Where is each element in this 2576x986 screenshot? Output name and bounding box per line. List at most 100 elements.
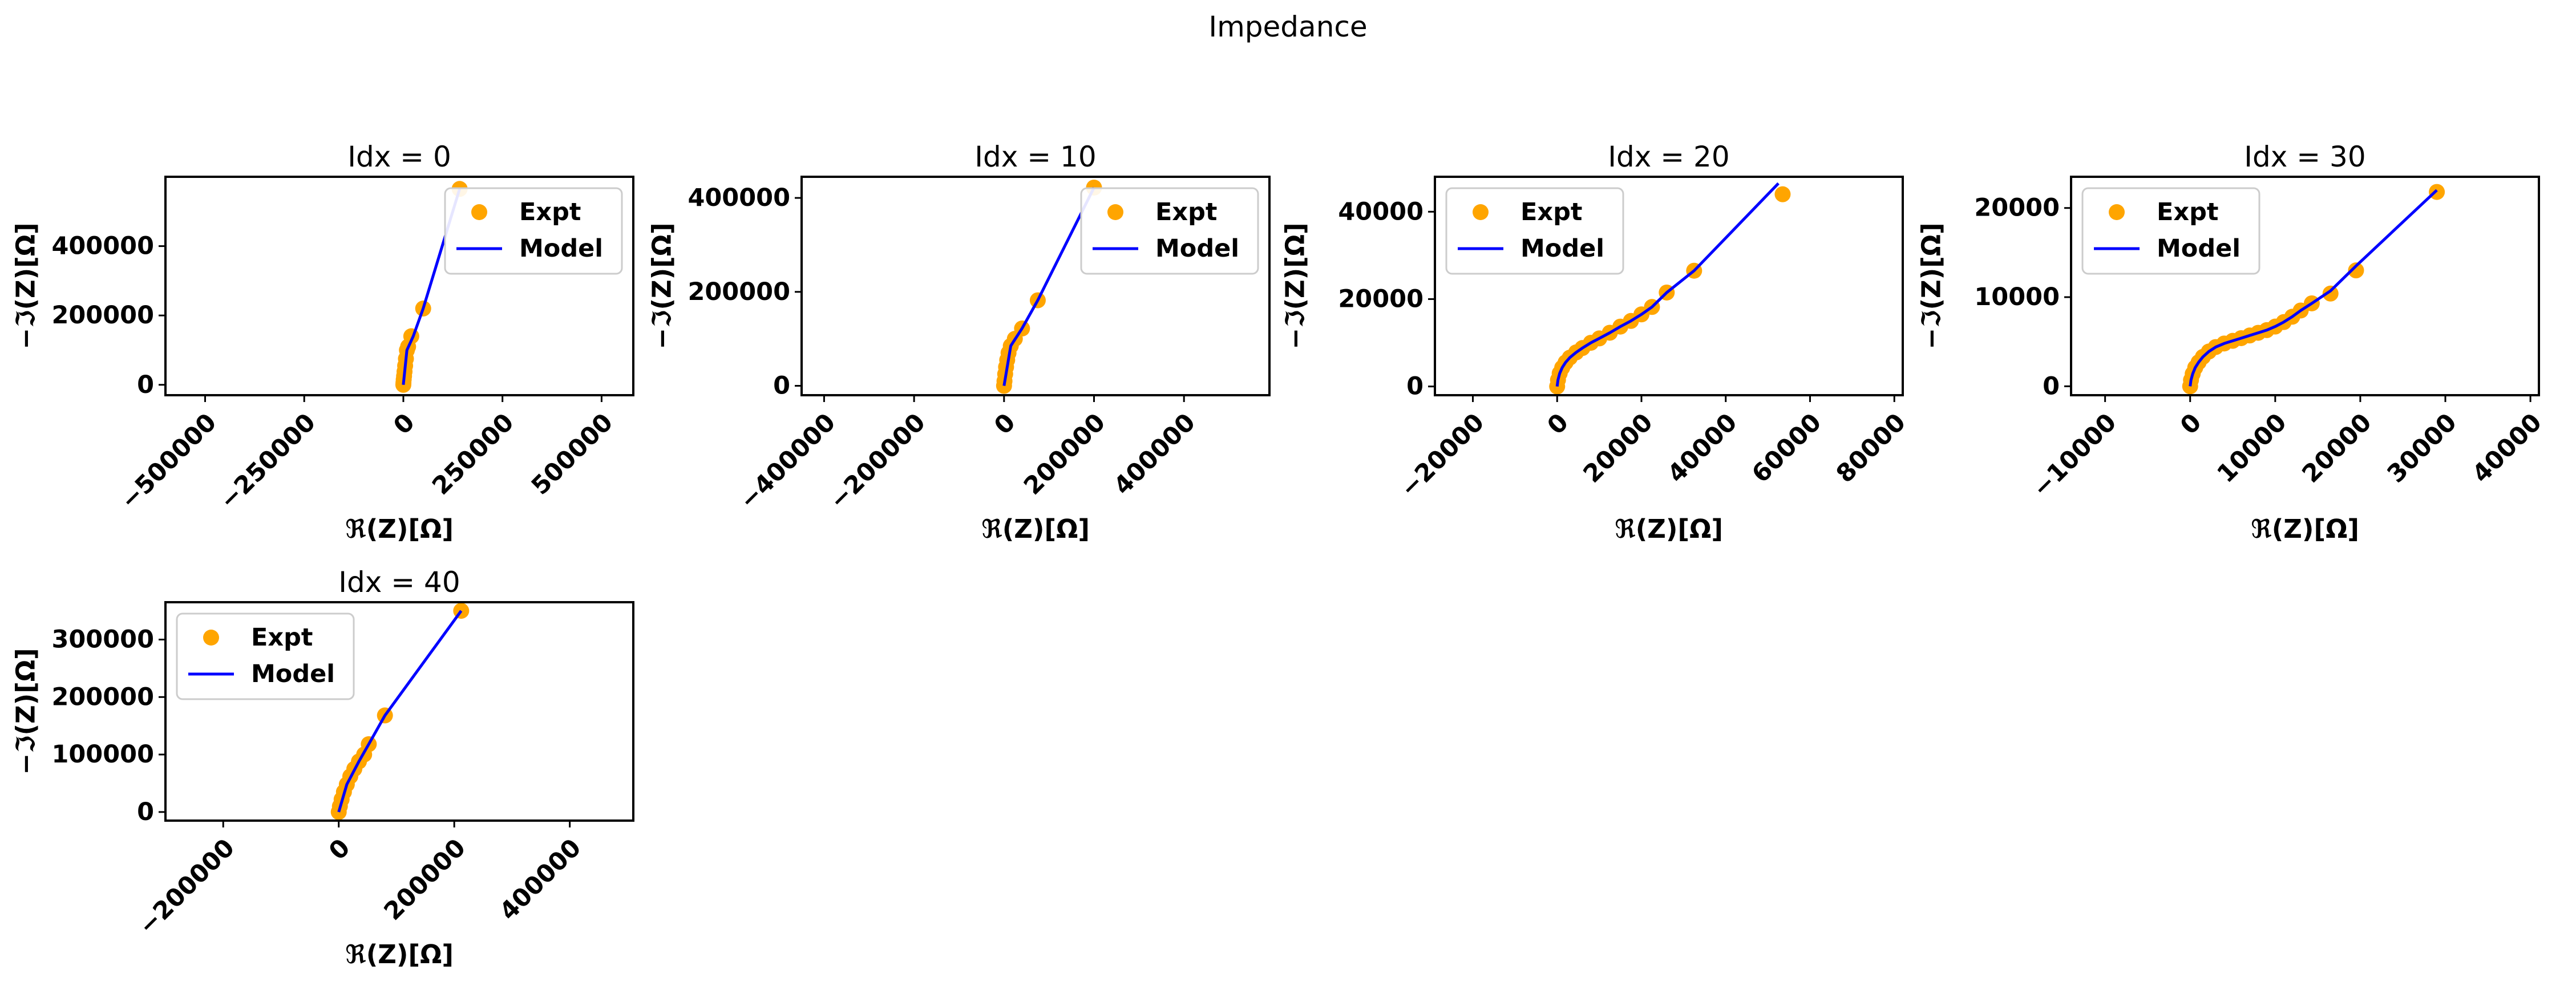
subplot-0: −500000−250000 0 250000 5000000200000400000…	[11, 140, 634, 544]
y-axis-title: −ℑ(Z)[Ω]	[1916, 222, 1947, 349]
expt-point	[1774, 186, 1791, 202]
x-tick-label: 10000	[2212, 408, 2292, 488]
x-axis-title: ℜ(Z)[Ω]	[345, 514, 454, 544]
subplot-title: Idx = 40	[338, 566, 460, 599]
y-tick-label: 20000	[1974, 194, 2060, 222]
x-tick-label: 0	[323, 833, 356, 866]
y-tick-label: 400000	[688, 184, 790, 212]
y-tick-label: 300000	[51, 626, 154, 654]
x-tick-label: 0	[2175, 408, 2207, 440]
figure-title: Impedance	[1208, 10, 1368, 43]
subplot-title: Idx = 20	[1608, 140, 1729, 173]
plot-area	[1549, 182, 1791, 395]
y-tick-label: 200000	[51, 301, 154, 330]
x-tick-label: −20000	[1395, 408, 1490, 503]
x-tick-label: 400000	[1109, 408, 1201, 500]
subplot-4: −200000 0 200000 4000000100000200000300000ℜ…	[11, 566, 634, 969]
y-tick-label: 100000	[51, 740, 154, 769]
subplot-1: −400000−200000 02000004000000200000400000…	[647, 140, 1271, 544]
x-tick-label: 200000	[379, 833, 471, 926]
subplot-2: −20000 0 20000 40000 60000 8000002000040000ℜ(…	[1280, 140, 1912, 544]
legend: Expt Model	[2081, 187, 2260, 275]
y-tick-label: 0	[773, 372, 790, 400]
legend-frame	[1445, 187, 1624, 275]
y-tick-label: 0	[1406, 372, 1424, 401]
x-tick-label: 20000	[2297, 408, 2377, 488]
x-tick-label: −200000	[824, 408, 931, 515]
x-tick-label: 0	[989, 408, 1021, 440]
y-tick-label: 200000	[51, 683, 154, 711]
legend: Expt Model	[176, 612, 355, 700]
legend-expt-marker	[1107, 204, 1123, 220]
x-axis-title: ℜ(Z)[Ω]	[345, 939, 454, 969]
y-tick-label: 400000	[51, 232, 154, 261]
legend-label-expt: Expt	[2157, 198, 2218, 226]
legend-frame	[1080, 187, 1259, 275]
legend-label-model: Model	[2157, 234, 2241, 263]
plot-area	[996, 179, 1102, 394]
x-tick-label: 500000	[526, 408, 618, 500]
legend-expt-marker	[2109, 204, 2125, 220]
subplot-title: Idx = 0	[347, 140, 451, 173]
x-tick-label: −250000	[214, 408, 321, 515]
legend: Expt Model	[444, 187, 623, 275]
model-line	[1002, 186, 1095, 386]
subplot-title: Idx = 30	[2244, 140, 2365, 173]
y-tick-label: 10000	[1974, 283, 2060, 311]
y-axis-title: −ℑ(Z)[Ω]	[11, 648, 41, 774]
x-tick-label: 40000	[1662, 408, 1742, 488]
subplot-3: −10000 0 10000 20000 30000 4000001000020000ℜ(…	[1916, 140, 2547, 544]
axes-frame	[800, 176, 1271, 396]
y-tick-label: 40000	[1338, 197, 1424, 226]
legend-label-expt: Expt	[251, 623, 313, 652]
x-tick-label: −400000	[734, 408, 841, 515]
x-tick-label: 40000	[2467, 408, 2547, 488]
legend-label-model: Model	[519, 234, 603, 263]
legend-label-model: Model	[1520, 234, 1604, 263]
legend: Expt Model	[1445, 187, 1624, 275]
legend-frame	[444, 187, 623, 275]
legend-expt-marker	[471, 204, 487, 220]
model-line	[337, 610, 463, 813]
axes-frame	[1434, 176, 1904, 396]
expt-point	[2348, 262, 2364, 279]
x-tick-label: 200000	[1018, 408, 1111, 500]
y-tick-label: 200000	[688, 278, 790, 306]
legend-label-expt: Expt	[1155, 198, 1217, 226]
x-axis-title: ℜ(Z)[Ω]	[1615, 514, 1723, 544]
model-line	[402, 188, 461, 386]
plot-area	[330, 603, 470, 820]
y-axis-title: −ℑ(Z)[Ω]	[1280, 222, 1311, 349]
y-tick-label: 0	[137, 371, 154, 399]
model-line	[2189, 189, 2438, 387]
y-tick-label: 0	[137, 798, 154, 826]
x-tick-label: 400000	[494, 833, 587, 926]
plot-area	[2182, 184, 2445, 395]
model-line	[1555, 182, 1780, 387]
axes-frame	[164, 601, 634, 822]
axes-frame	[2070, 176, 2540, 396]
y-axis-title: −ℑ(Z)[Ω]	[647, 222, 677, 349]
axes-frame	[164, 176, 634, 396]
legend-frame	[2081, 187, 2260, 275]
x-tick-label: 60000	[1746, 408, 1827, 488]
x-tick-label: 20000	[1578, 408, 1659, 488]
x-tick-label: 0	[388, 408, 420, 440]
expt-point	[2322, 285, 2339, 302]
subplot-title: Idx = 10	[974, 140, 1096, 173]
legend-expt-marker	[203, 630, 219, 646]
legend-label-expt: Expt	[519, 198, 581, 226]
x-tick-label: 0	[1542, 408, 1575, 440]
legend-frame	[176, 612, 355, 700]
x-axis-title: ℜ(Z)[Ω]	[981, 514, 1090, 544]
y-tick-label: 0	[2043, 372, 2060, 400]
x-tick-label: −200000	[133, 833, 240, 940]
legend: Expt Model	[1080, 187, 1259, 275]
y-tick-label: 20000	[1338, 285, 1424, 313]
x-tick-label: 250000	[427, 408, 519, 500]
legend-label-model: Model	[1155, 234, 1239, 263]
x-tick-label: 30000	[2382, 408, 2462, 488]
legend-expt-marker	[1473, 204, 1489, 220]
x-tick-label: −500000	[115, 408, 223, 515]
